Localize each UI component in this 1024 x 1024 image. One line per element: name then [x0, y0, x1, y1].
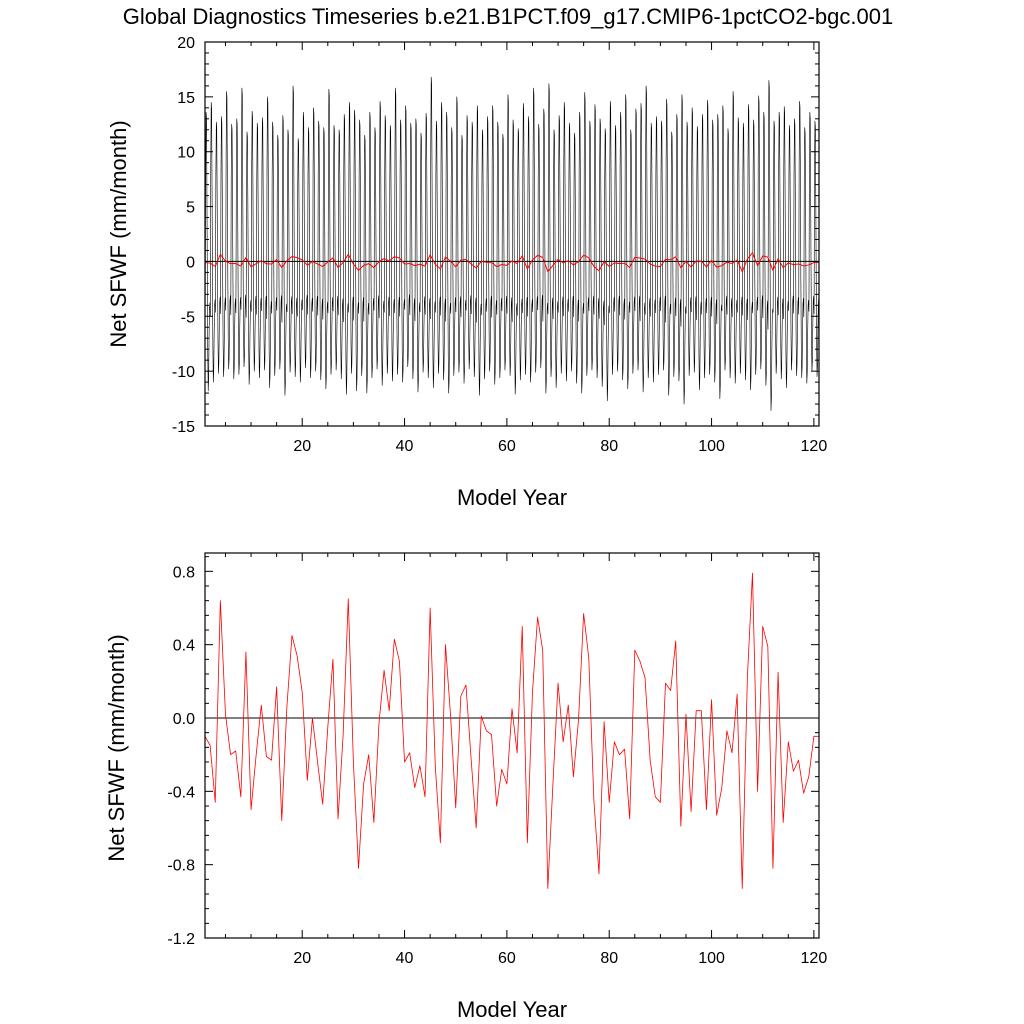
top-x-tick-label: 60	[498, 438, 516, 455]
bottom-panel: 20 40 60 80 100 120 -1.2 -0.8 -0.4 0.0 0.4 0.8 Mod…	[104, 552, 828, 1022]
top-x-tick-label: 100	[698, 438, 725, 455]
bottom-y-tick-label: 0.8	[173, 564, 195, 581]
bottom-x-tick-label: 80	[600, 950, 618, 967]
top-x-tick-label: 20	[293, 438, 311, 455]
top-plot-frame	[204, 41, 820, 427]
bottom-y-tick-label: -0.4	[167, 784, 195, 801]
bottom-plot-frame	[204, 552, 820, 939]
bottom-x-tick-label: 100	[698, 950, 725, 967]
bottom-series-annual-line	[204, 572, 819, 889]
top-y-tick-label: 0	[186, 254, 195, 271]
top-x-ticks: 20 40 60 80 100 120	[224, 42, 828, 455]
bottom-y-tick-label: -0.8	[167, 858, 195, 875]
bottom-x-ticks: 20 40 60 80 100 120	[224, 553, 828, 967]
top-y-tick-label: -15	[172, 419, 195, 436]
bottom-x-tick-label: 60	[498, 950, 516, 967]
bottom-plot-area	[204, 552, 820, 939]
bottom-y-tick-label: -1.2	[167, 931, 195, 948]
top-plot-area	[204, 41, 820, 427]
bottom-y-axis-label: Net SFWF (mm/month)	[104, 634, 129, 861]
top-y-tick-label: 5	[186, 200, 195, 217]
bottom-x-axis-label: Model Year	[457, 997, 567, 1022]
top-x-axis-label: Model Year	[457, 485, 567, 510]
bottom-x-tick-label: 120	[801, 950, 828, 967]
top-x-tick-label: 80	[600, 438, 618, 455]
top-y-tick-label: 10	[177, 145, 195, 162]
bottom-x-tick-label: 40	[396, 950, 414, 967]
top-series-monthly-line	[204, 76, 820, 411]
top-y-tick-label: -10	[172, 364, 195, 381]
bottom-y-ticks: -1.2 -0.8 -0.4 0.0 0.4 0.8	[167, 556, 819, 948]
top-y-tick-label: 15	[177, 90, 195, 107]
top-series-annual-line	[204, 252, 819, 273]
top-y-tick-label: -5	[181, 309, 195, 326]
chart-title: Global Diagnostics Timeseries b.e21.B1PC…	[123, 4, 893, 29]
top-y-axis-label: Net SFWF (mm/month)	[106, 120, 131, 347]
top-y-tick-label: 20	[177, 35, 195, 52]
bottom-y-tick-label: 0.0	[173, 711, 195, 728]
top-y-ticks: -15 -10 -5 0 5 10 15 20	[172, 35, 819, 436]
bottom-y-tick-label: 0.4	[173, 638, 195, 655]
bottom-x-tick-label: 20	[293, 950, 311, 967]
top-x-tick-label: 120	[801, 438, 828, 455]
top-panel: 20 40 60 80 100 120 -15 -10 -5 0 5 10 15 20 Model Ye…	[106, 35, 827, 510]
top-x-tick-label: 40	[396, 438, 414, 455]
